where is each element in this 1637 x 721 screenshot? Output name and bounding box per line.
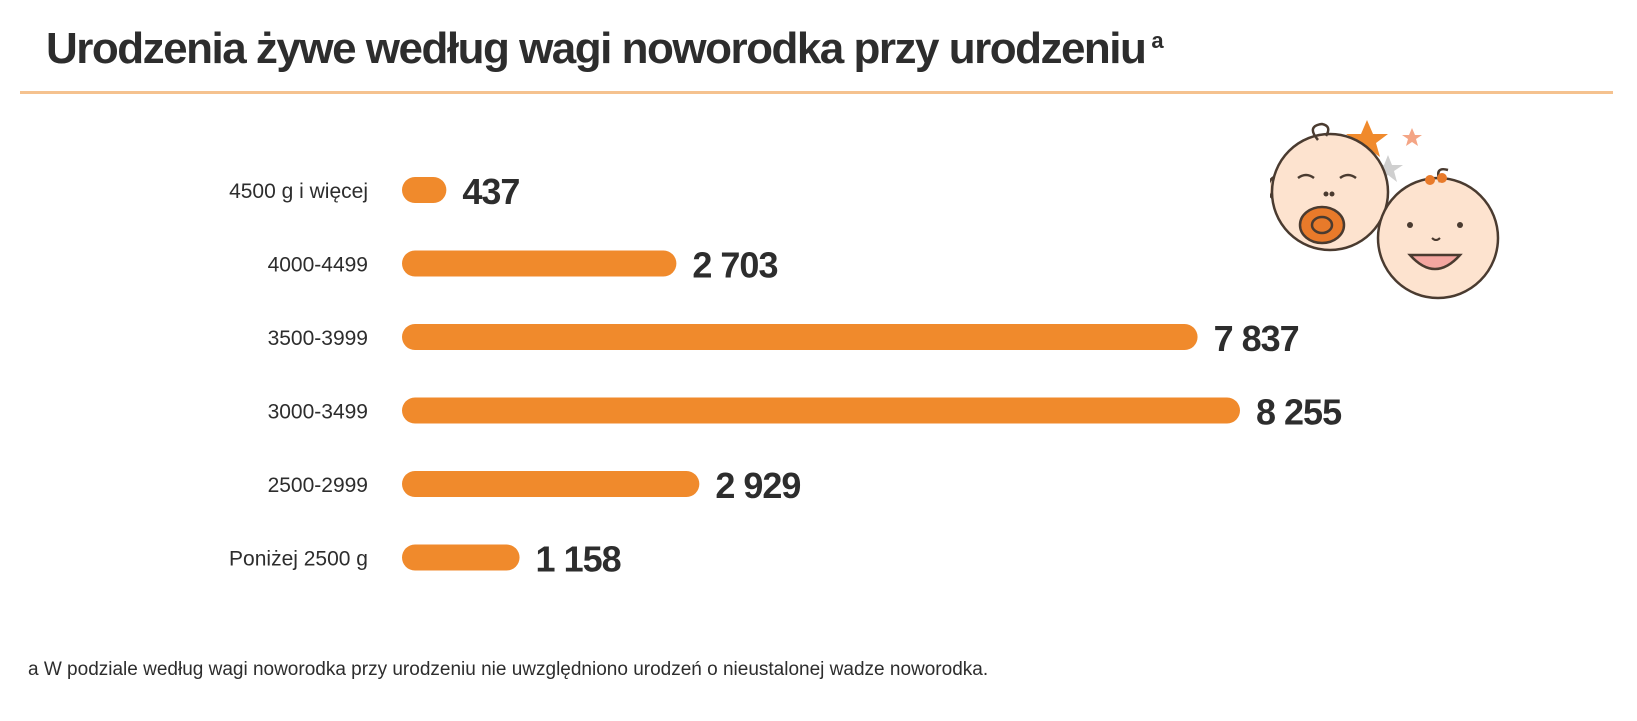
- category-label: 3000-3499: [268, 401, 368, 424]
- category-label: 4000-4499: [268, 254, 368, 277]
- title-divider: [20, 91, 1613, 94]
- value-label: 7 837: [1214, 318, 1299, 359]
- title-footnote-marker: a: [1151, 28, 1163, 53]
- category-label: 4500 g i więcej: [229, 180, 368, 203]
- bar: [402, 250, 677, 277]
- category-label: 3500-3999: [268, 327, 368, 350]
- bar: [402, 471, 700, 497]
- chart-title-text: Urodzenia żywe według wagi noworodka prz…: [46, 24, 1147, 73]
- value-label: 2 929: [715, 465, 800, 506]
- babies-illustration-icon: [1270, 120, 1500, 300]
- value-label: 1 158: [536, 539, 621, 580]
- bar: [402, 544, 520, 571]
- footnote: a W podziale według wagi noworodka przy …: [28, 659, 989, 680]
- value-label: 2 703: [692, 245, 777, 286]
- value-label: 8 255: [1256, 392, 1342, 433]
- category-label: 2500-2999: [268, 474, 368, 497]
- chart-title: Urodzenia żywe według wagi noworodka prz…: [46, 24, 1164, 74]
- bar: [402, 397, 1240, 424]
- bar: [402, 324, 1198, 350]
- bar: [402, 177, 447, 203]
- category-label: Poniżej 2500 g: [229, 548, 368, 571]
- value-label: 437: [462, 171, 519, 212]
